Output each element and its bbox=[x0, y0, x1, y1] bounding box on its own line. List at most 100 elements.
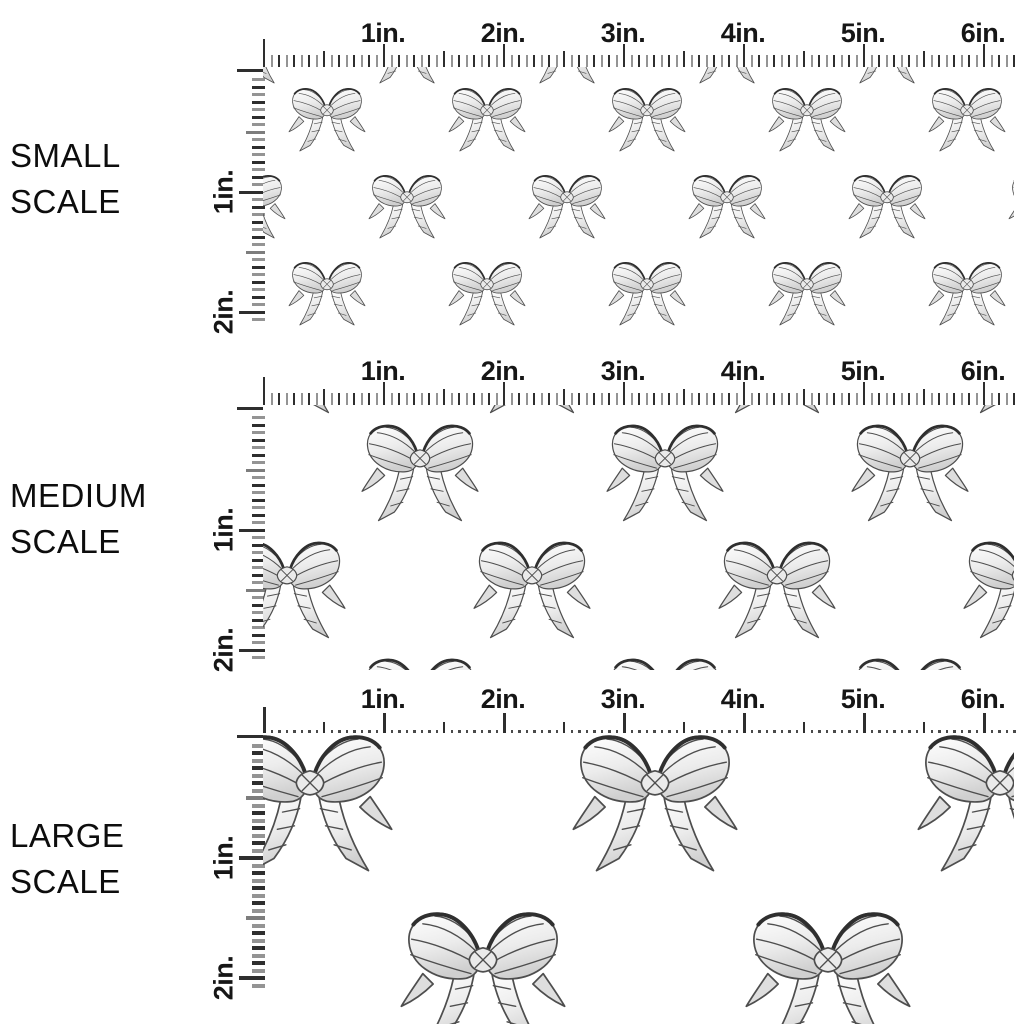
ruler-tick bbox=[563, 722, 566, 733]
ruler-tick bbox=[900, 55, 903, 67]
ruler-inch-label: 2in. bbox=[480, 356, 526, 386]
ruler-tick bbox=[788, 730, 791, 733]
ruler-tick bbox=[758, 730, 761, 733]
ruler-tick bbox=[1005, 730, 1009, 733]
ruler-tick bbox=[728, 55, 730, 67]
ruler-inch-label: 3in. bbox=[600, 356, 646, 386]
ruler-tick bbox=[968, 393, 970, 405]
ruler-tick bbox=[795, 55, 798, 67]
ruler-tick bbox=[252, 153, 265, 156]
ruler-tick bbox=[435, 393, 438, 405]
ruler-tick bbox=[360, 393, 363, 405]
ruler-tick bbox=[923, 51, 926, 67]
ruler-tick bbox=[810, 730, 814, 733]
ruler-tick bbox=[443, 722, 446, 733]
ruler-tick bbox=[518, 393, 520, 405]
ruler-tick bbox=[300, 55, 303, 67]
ruler-tick bbox=[675, 730, 679, 733]
ruler-tick bbox=[863, 44, 866, 67]
ruler-tick bbox=[252, 968, 265, 973]
ruler-tick bbox=[495, 55, 498, 67]
ruler-tick bbox=[525, 730, 529, 733]
ruler-tick bbox=[368, 393, 370, 405]
ruler-tick bbox=[698, 55, 700, 67]
bow-motif bbox=[849, 657, 971, 670]
ruler-tick bbox=[252, 446, 265, 449]
ruler-tick bbox=[252, 506, 265, 509]
ruler-tick bbox=[885, 393, 888, 405]
ruler-tick bbox=[653, 393, 655, 405]
ruler-tick bbox=[338, 393, 340, 405]
ruler-tick bbox=[252, 946, 265, 950]
ruler-tick bbox=[246, 588, 265, 592]
ruler-tick bbox=[252, 100, 265, 104]
ruler-tick bbox=[623, 382, 626, 405]
ruler-tick bbox=[840, 55, 843, 67]
ruler-tick bbox=[908, 393, 910, 405]
ruler-tick bbox=[252, 551, 265, 554]
ruler-tick bbox=[735, 393, 738, 405]
bow-motif bbox=[527, 174, 607, 240]
ruler-tick bbox=[252, 205, 265, 209]
ruler-tick bbox=[638, 393, 640, 405]
scale-label-medium: MEDIUM SCALE bbox=[10, 473, 147, 565]
ruler-tick bbox=[375, 730, 379, 733]
ruler-tick bbox=[585, 55, 588, 67]
ruler-tick bbox=[252, 841, 265, 845]
bow-motif bbox=[914, 733, 1014, 875]
ruler-tick bbox=[252, 781, 265, 785]
ruler-tick bbox=[548, 55, 550, 67]
ruler-tick bbox=[870, 393, 873, 405]
bow-motif bbox=[961, 405, 1014, 415]
ruler-tick bbox=[945, 55, 948, 67]
ruler-tick bbox=[239, 528, 265, 532]
ruler-tick bbox=[675, 55, 678, 67]
ruler-tick bbox=[252, 923, 265, 928]
ruler-tick bbox=[252, 833, 265, 838]
bow-motif bbox=[847, 174, 927, 240]
ruler-tick bbox=[458, 55, 460, 67]
ruler-tick bbox=[252, 265, 265, 269]
bow-motif bbox=[927, 261, 1007, 327]
ruler-tick bbox=[623, 713, 626, 733]
ruler-tick bbox=[405, 55, 408, 67]
ruler-tick bbox=[968, 730, 971, 733]
ruler-tick bbox=[252, 633, 265, 637]
ruler-tick bbox=[252, 78, 265, 81]
ruler-tick bbox=[720, 55, 723, 67]
ruler-tick bbox=[683, 722, 686, 733]
ruler-tick bbox=[252, 235, 265, 239]
ruler-tick bbox=[252, 803, 265, 808]
ruler-tick bbox=[930, 393, 933, 405]
ruler-tick bbox=[885, 55, 888, 67]
ruler-tick bbox=[555, 55, 558, 67]
ruler-tick bbox=[252, 811, 265, 815]
ruler-tick bbox=[953, 55, 955, 67]
ruler-tick bbox=[743, 713, 746, 733]
ruler-tick bbox=[938, 55, 940, 67]
ruler-tick bbox=[488, 393, 490, 405]
ruler-tick bbox=[503, 44, 506, 67]
ruler-tick bbox=[780, 55, 783, 67]
bow-motif bbox=[397, 910, 569, 1024]
bow-motif bbox=[742, 910, 914, 1024]
ruler-tick bbox=[900, 393, 903, 405]
ruler-tick bbox=[405, 730, 409, 733]
ruler-tick bbox=[252, 566, 265, 569]
ruler-tick bbox=[252, 521, 265, 524]
bow-motif bbox=[367, 174, 447, 240]
ruler-tick bbox=[510, 55, 513, 67]
ruler-tick bbox=[803, 389, 806, 405]
ruler-tick bbox=[525, 55, 528, 67]
ruler-tick bbox=[252, 513, 265, 517]
ruler-tick bbox=[263, 707, 266, 733]
ruler-tick bbox=[855, 730, 859, 733]
ruler-tick bbox=[990, 393, 993, 405]
ruler-tick bbox=[938, 730, 941, 733]
ruler-inch-label: 6in. bbox=[960, 18, 1006, 48]
ruler-tick bbox=[252, 743, 265, 748]
ruler-tick bbox=[623, 44, 626, 67]
ruler-tick bbox=[480, 730, 484, 733]
ruler-tick bbox=[518, 730, 521, 733]
